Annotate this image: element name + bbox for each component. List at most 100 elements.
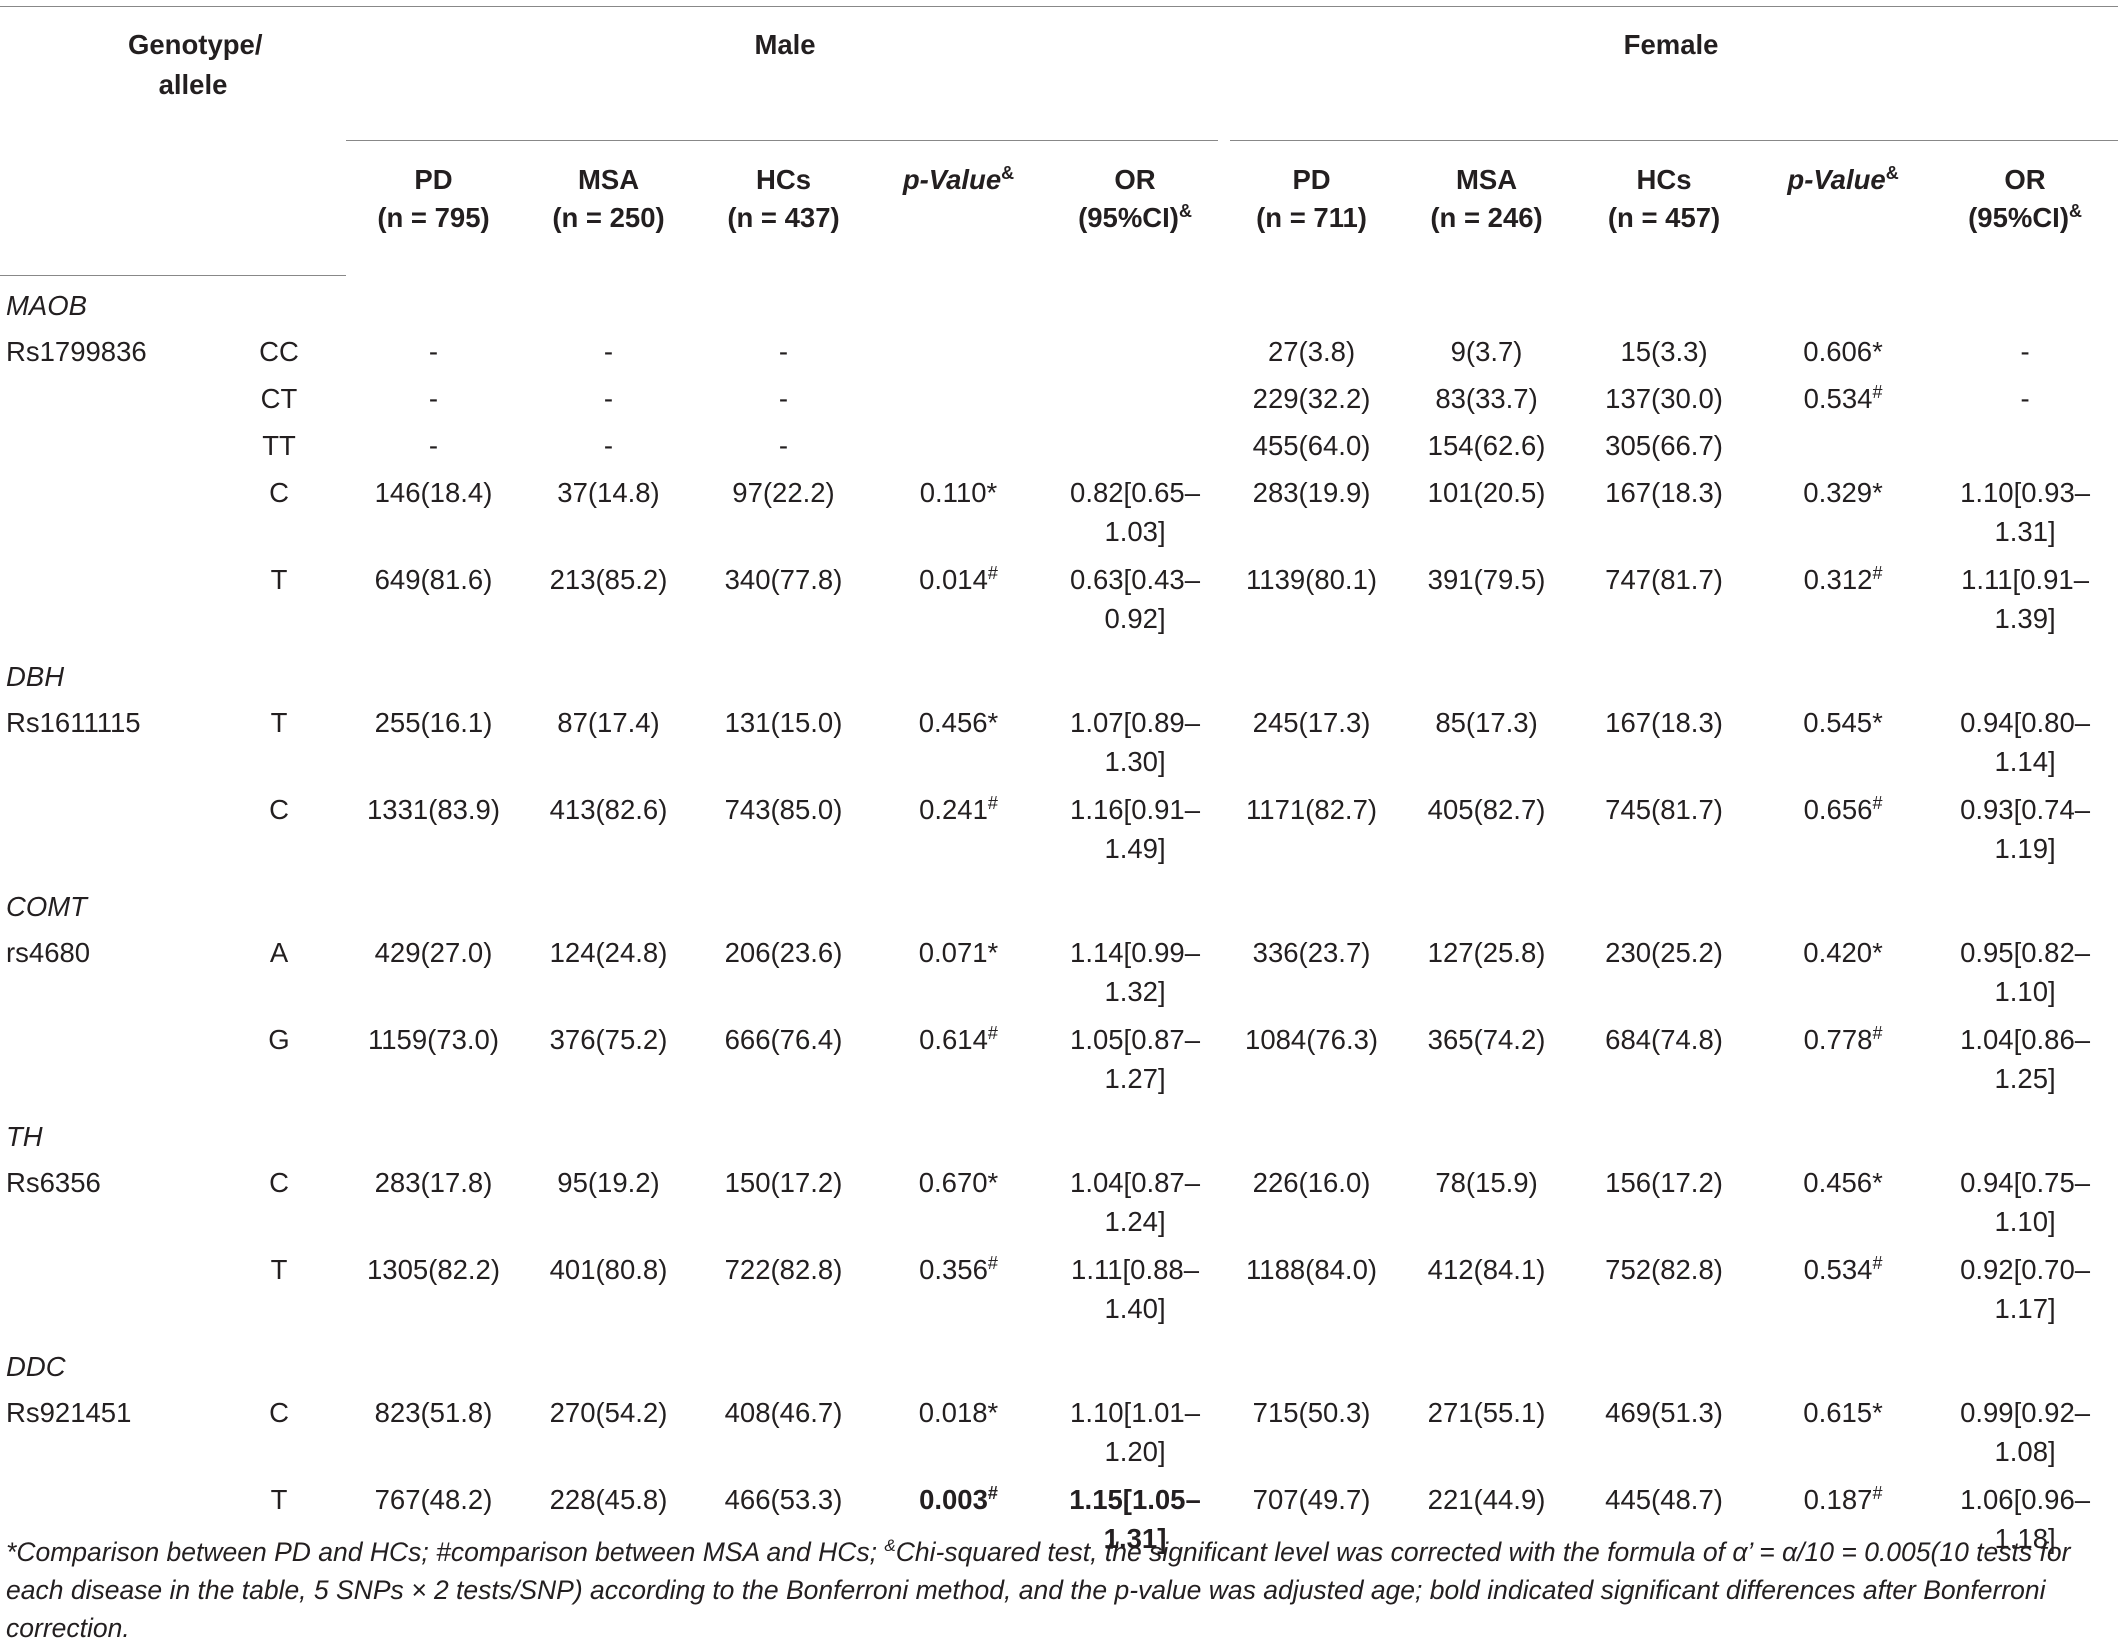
allele-cell: T bbox=[270, 1483, 288, 1515]
gene-row: COMT bbox=[0, 877, 2118, 933]
allele-cell: C bbox=[269, 1166, 289, 1198]
col-header: OR (95%CI)& bbox=[1078, 164, 1192, 233]
table-row: CT - - - 229(32.2) 83(33.7) 137(30.0) 0.534# - bbox=[0, 379, 2118, 426]
value-cell: 0.94[0.75– 1.10] bbox=[1960, 1166, 2091, 1237]
snp-id: Rs6356 bbox=[6, 1166, 101, 1198]
header-sub-row: PD (n = 795) MSA (n = 250) HCs (n = 437) p-… bbox=[0, 141, 2118, 276]
value-cell: 229(32.2) bbox=[1252, 382, 1371, 414]
value-cell: 413(82.6) bbox=[549, 793, 668, 825]
allele-cell: C bbox=[269, 1396, 289, 1428]
value-cell: 649(81.6) bbox=[374, 563, 493, 595]
col-header: MSA (n = 250) bbox=[552, 164, 665, 233]
value-cell: 0.329* bbox=[1803, 476, 1883, 508]
value-cell: 0.534# bbox=[1803, 381, 1883, 414]
value-cell: 1171(82.7) bbox=[1246, 793, 1378, 825]
value-cell: - bbox=[778, 335, 789, 367]
value-cell: 167(18.3) bbox=[1605, 706, 1723, 738]
value-cell: 1188(84.0) bbox=[1246, 1253, 1378, 1285]
value-cell: - bbox=[428, 335, 439, 367]
value-cell: 767(48.2) bbox=[374, 1483, 493, 1515]
value-cell: 146(18.4) bbox=[374, 476, 493, 508]
allele-cell: G bbox=[268, 1023, 290, 1055]
value-cell: 305(66.7) bbox=[1605, 429, 1723, 461]
value-cell: 283(17.8) bbox=[374, 1166, 493, 1198]
value-cell: - bbox=[603, 382, 614, 414]
genotype-table: Genotype/ allele Male Female PD (n = 795)… bbox=[0, 6, 2118, 1567]
col-header: OR (95%CI)& bbox=[1968, 164, 2082, 233]
value-cell: 1331(83.9) bbox=[366, 793, 500, 825]
value-cell: 1.05[0.87– 1.27] bbox=[1070, 1023, 1201, 1094]
snp-id bbox=[0, 473, 212, 560]
value-cell: 666(76.4) bbox=[724, 1023, 843, 1055]
value-cell: 15(3.3) bbox=[1620, 335, 1708, 367]
value-cell: 1.11[0.91– 1.39] bbox=[1961, 563, 2090, 634]
value-cell: 37(14.8) bbox=[557, 476, 660, 508]
value-cell: 156(17.2) bbox=[1605, 1166, 1723, 1198]
value-cell: 0.003# bbox=[919, 1482, 998, 1515]
value-cell: 1.14[0.99– 1.32] bbox=[1070, 936, 1201, 1007]
value-cell: 745(81.7) bbox=[1605, 793, 1723, 825]
value-cell: 0.606* bbox=[1803, 335, 1883, 367]
snp-id bbox=[0, 1020, 212, 1107]
value-cell: 684(74.8) bbox=[1605, 1023, 1723, 1055]
value-cell bbox=[1046, 426, 1224, 473]
value-cell bbox=[871, 379, 1046, 426]
value-cell: 213(85.2) bbox=[549, 563, 668, 595]
male-header: Male bbox=[346, 7, 1224, 142]
value-cell: - bbox=[603, 429, 614, 461]
value-cell bbox=[1046, 332, 1224, 379]
value-cell: 365(74.2) bbox=[1427, 1023, 1546, 1055]
value-cell: 270(54.2) bbox=[549, 1396, 668, 1428]
value-cell: 221(44.9) bbox=[1427, 1483, 1546, 1515]
col-header: MSA (n = 246) bbox=[1430, 164, 1543, 233]
value-cell: 0.018* bbox=[918, 1396, 999, 1428]
value-cell: 137(30.0) bbox=[1605, 382, 1723, 414]
table-row: Rs6356 C 283(17.8) 95(19.2) 150(17.2) 0.670* 1… bbox=[0, 1163, 2118, 1250]
table-row: Rs1799836 CC - - - 27(3.8) 9(3.7) 15(3.3) 0.606*… bbox=[0, 332, 2118, 379]
value-cell: - bbox=[428, 382, 439, 414]
snp-id: rs4680 bbox=[6, 936, 91, 968]
female-header: Female bbox=[1224, 7, 2118, 142]
value-cell: 97(22.2) bbox=[732, 476, 835, 508]
value-cell: - bbox=[2020, 382, 2030, 414]
table-row: C 1331(83.9) 413(82.6) 743(85.0) 0.241# 1.16[… bbox=[0, 790, 2118, 877]
value-cell: 1.04[0.86– 1.25] bbox=[1960, 1023, 2091, 1094]
snp-id bbox=[0, 560, 212, 647]
col-header: p-Value& bbox=[902, 162, 1015, 195]
table-row: T 1305(82.2) 401(80.8) 722(82.8) 0.356# 1.11[… bbox=[0, 1250, 2118, 1337]
gene-name: COMT bbox=[6, 890, 87, 922]
value-cell: 228(45.8) bbox=[549, 1483, 668, 1515]
value-cell: 1.06[0.96– 1.18] bbox=[1960, 1483, 2091, 1554]
allele-cell: T bbox=[270, 706, 288, 738]
value-cell: 150(17.2) bbox=[724, 1166, 843, 1198]
value-cell: 1.04[0.87– 1.24] bbox=[1070, 1166, 1201, 1237]
allele-cell: C bbox=[269, 476, 289, 508]
value-cell: 127(25.8) bbox=[1427, 936, 1546, 968]
table-body: MAOB Rs1799836 CC - - -27(3.8) 9(3.7) 15(3.3) 0.… bbox=[0, 275, 2118, 1567]
snp-id bbox=[0, 426, 212, 473]
value-cell: 1084(76.3) bbox=[1245, 1023, 1379, 1055]
table-row: T 767(48.2) 228(45.8) 466(53.3) 0.003# 1.15[1… bbox=[0, 1480, 2118, 1567]
value-cell: 391(79.5) bbox=[1427, 563, 1546, 595]
value-cell: 0.94[0.80– 1.14] bbox=[1960, 706, 2091, 777]
gene-name: DBH bbox=[6, 660, 65, 692]
allele-cell: CC bbox=[259, 335, 299, 367]
value-cell: 226(16.0) bbox=[1252, 1166, 1371, 1198]
value-cell: 715(50.3) bbox=[1252, 1396, 1371, 1428]
value-cell: - bbox=[603, 335, 614, 367]
genotype-allele-header: Genotype/ allele bbox=[128, 29, 263, 100]
table-row: C 146(18.4) 37(14.8) 97(22.2) 0.110* 0.82[0.6… bbox=[0, 473, 2118, 560]
value-cell bbox=[1754, 426, 1932, 473]
value-cell: 1.15[1.05– 1.31] bbox=[1069, 1483, 1201, 1554]
value-cell: 0.95[0.82– 1.10] bbox=[1960, 936, 2091, 1007]
snp-id bbox=[0, 379, 212, 426]
value-cell: 283(19.9) bbox=[1252, 476, 1371, 508]
col-header: PD (n = 795) bbox=[377, 164, 490, 233]
value-cell: 245(17.3) bbox=[1252, 706, 1371, 738]
col-header: PD (n = 711) bbox=[1256, 164, 1367, 233]
value-cell: 0.615* bbox=[1803, 1396, 1883, 1428]
gene-name: TH bbox=[6, 1120, 43, 1152]
table-row: Rs1611115 T 255(16.1) 87(17.4) 131(15.0) 0.45… bbox=[0, 703, 2118, 790]
value-cell: 1.16[0.91– 1.49] bbox=[1070, 793, 1201, 864]
